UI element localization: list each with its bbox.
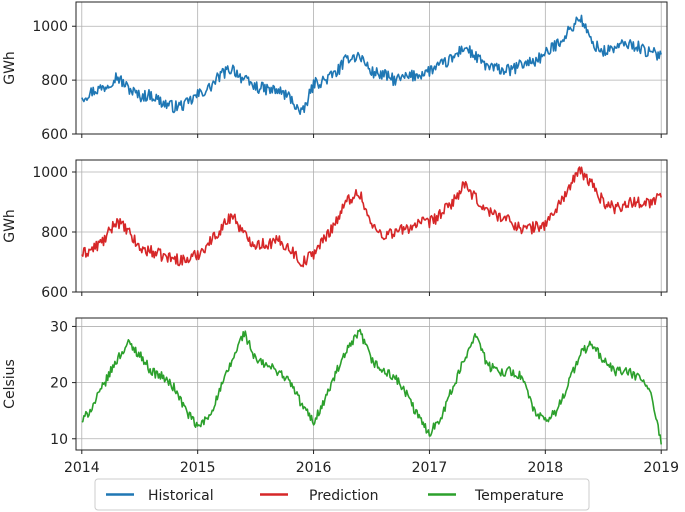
series-line-temperature: [81, 328, 662, 445]
series-line-historical: [81, 14, 662, 115]
y-tick-label: 800: [41, 225, 68, 241]
x-tick-label-2014: 2014: [64, 460, 100, 476]
y-tick-label: 20: [50, 376, 68, 392]
panel-prediction: 600 800 1000 GWh: [2, 159, 668, 301]
x-tick-label-2019: 2019: [643, 460, 679, 476]
axes-frame: [75, 1, 668, 135]
series-line-prediction: [81, 166, 662, 268]
panel-temperature: 10 20 30 Celsius 2014 2015 2016 2017 2018 2019: [2, 317, 679, 476]
x-tick-label-2016: 2016: [296, 460, 332, 476]
y-tick-label: 600: [41, 127, 68, 143]
legend-label-temperature: Temperature: [474, 488, 564, 504]
y-tick-label: 800: [41, 73, 68, 89]
y-axis-label: Celsius: [2, 359, 18, 409]
x-tick-label-2018: 2018: [528, 460, 564, 476]
legend-label-prediction: Prediction: [309, 488, 379, 504]
y-tick-label: 10: [50, 432, 68, 448]
legend: Historical Prediction Temperature: [94, 478, 590, 511]
y-tick-label: 1000: [32, 165, 68, 181]
legend-label-historical: Historical: [148, 488, 214, 504]
x-tick-label-2017: 2017: [412, 460, 448, 476]
y-tick-label: 600: [41, 285, 68, 301]
y-tick-label: 1000: [32, 19, 68, 35]
y-axis-label: GWh: [2, 51, 18, 85]
axes-frame: [75, 317, 668, 451]
x-tick-label-2015: 2015: [180, 460, 216, 476]
y-tick-label: 30: [50, 319, 68, 335]
legend-frame: [94, 478, 590, 511]
axes-frame: [75, 159, 668, 293]
y-axis-label: GWh: [2, 209, 18, 243]
panel-historical: 600 800 1000 GWh: [2, 1, 668, 143]
